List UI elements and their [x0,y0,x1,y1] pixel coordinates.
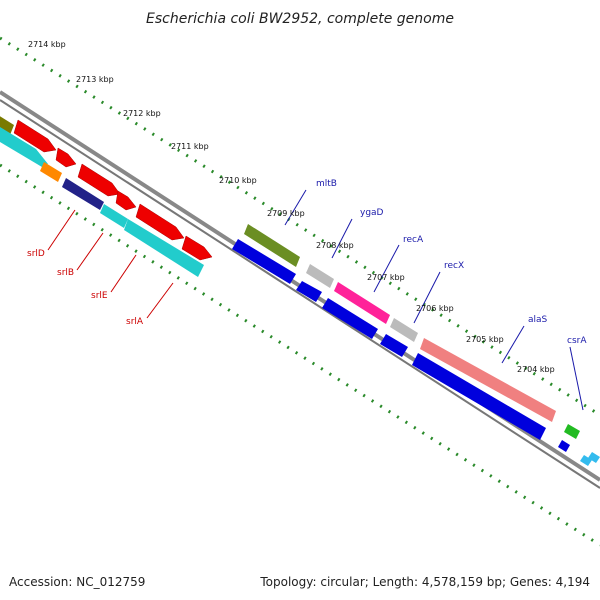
gene-feature [62,178,104,210]
topology-text: Topology: circular; Length: 4,578,159 bp… [259,575,590,589]
gene-feature [564,424,580,439]
gene-feature [232,239,296,284]
scale-label: 2708 kbp [316,241,354,250]
gene-feature [420,338,556,422]
map-title: Escherichia coli BW2952, complete genome [146,11,454,27]
gene-feature [13,119,57,153]
label-leaders [47,189,584,411]
gene-feature [296,281,322,302]
scale-label: 2705 kbp [466,335,504,344]
backbone-inner [0,99,600,489]
gene-label-mltB[interactable]: mltB [316,179,337,189]
gene-feature [334,282,390,324]
scale-label: 2707 kbp [367,273,405,282]
gene-label-srlE[interactable]: srlE [91,291,108,301]
gene-label-alaS[interactable]: alaS [528,315,548,325]
forward-genes [0,116,580,439]
lower-scale-line [0,163,600,547]
scale-label: 2713 kbp [76,75,114,84]
accession-text: Accession: NC_012759 [9,575,145,589]
gene-label-recA[interactable]: recA [403,235,424,245]
gene-feature [412,353,546,440]
gene-label-srlD[interactable]: srlD [27,249,45,259]
scale-label: 2712 kbp [123,109,161,118]
gene-feature [135,203,185,241]
gene-feature [55,147,77,168]
gene-feature [588,452,600,463]
gene-label-srlA[interactable]: srlA [126,317,144,327]
gene-feature [181,235,213,261]
scale-label: 2706 kbp [416,304,454,313]
gene-label-ygaD[interactable]: ygaD [360,208,384,218]
gene-labels: srlD srlB srlE srlA mltB ygaD recA recX … [27,179,587,346]
gene-label-srlB[interactable]: srlB [57,268,74,278]
scale-label: 2711 kbp [171,142,209,151]
gene-label-recX[interactable]: recX [444,261,464,271]
scale-label: 2704 kbp [517,365,555,374]
gene-feature [306,264,334,288]
gene-feature [100,204,128,228]
gene-feature [558,440,570,452]
gene-feature [322,298,378,339]
reverse-genes [0,127,600,466]
gene-feature [0,127,48,167]
scale-label: 2714 kbp [28,40,66,49]
gene-feature [124,219,204,277]
scale-labels: 2714 kbp 2713 kbp 2712 kbp 2711 kbp 2710… [28,40,555,374]
gene-feature [390,318,418,342]
upper-scale-line [0,36,600,417]
gene-label-csrA[interactable]: csrA [567,336,587,346]
gene-feature [580,455,592,466]
scale-label: 2710 kbp [219,176,257,185]
gene-feature [244,224,300,267]
gene-feature [115,190,137,211]
gene-feature [380,334,408,357]
gene-feature [40,162,62,182]
gene-feature [77,163,121,197]
scale-label: 2709 kbp [267,209,305,218]
